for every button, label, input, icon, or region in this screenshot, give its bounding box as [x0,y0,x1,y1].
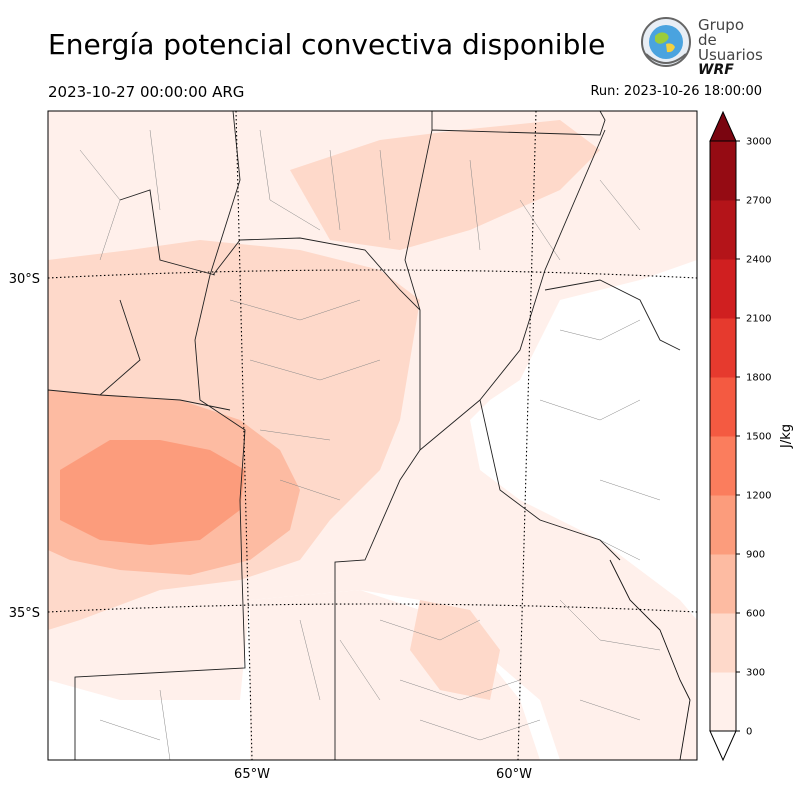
map-frame [47,110,698,761]
globe-emblem-icon [641,17,691,67]
map-boundaries [48,111,691,760]
colorbar-tick-label: 3000 [746,137,771,148]
colorbar-band [710,613,736,673]
cape-field [48,111,697,760]
lat-label-35s: 35°S [9,606,40,621]
colorbar-extend-low [709,730,737,762]
map-title: Energía potencial convectiva disponible [48,28,606,61]
cape-band-0-300-south [250,590,540,760]
logo-brand: WRF [698,62,734,78]
colorbar-band [710,495,736,555]
colorbar-tick-label: 2400 [746,255,771,266]
logo-line-1: Grupo de [698,16,744,49]
meridian-60w [517,110,537,761]
colorbar-band [710,377,736,437]
province-lines [48,111,681,760]
colorbar-tick-label: 1500 [746,432,771,443]
coastline [609,559,691,760]
colorbar-extend-high [709,110,737,142]
logo-text: Grupo de Usuarios WRF [698,18,764,78]
colorbar-band [710,554,736,614]
colorbar-tick-label: 2700 [746,196,771,207]
colorbar-unit: J/kg [779,424,794,449]
parallel-35s [47,603,698,613]
colorbar-tick-label: 900 [746,550,765,561]
run-time: Run: 2023-10-26 18:00:00 [590,84,762,99]
colorbar-tick-label: 1800 [746,373,771,384]
parallel-30s [47,269,698,279]
lon-label-60w: 60°W [496,767,532,782]
colorbar: 0 300 600 900 1200 1500 1800 2100 2400 2700 3000 [709,110,771,762]
colorbar-tick-label: 600 [746,609,765,620]
colorbar-band [710,672,736,732]
colorbar-band [710,259,736,319]
colorbar-band [710,318,736,378]
cape-band-300-600-southeast [410,600,500,700]
colorbar-band [710,141,736,201]
graticule [47,110,698,761]
cape-band-300-600-north [290,120,600,250]
colorbar-band [710,436,736,496]
colorbar-tick-label: 1200 [746,491,771,502]
colorbar-band [710,200,736,260]
valid-time: 2023-10-27 00:00:00 ARG [48,83,245,101]
cape-band-900-1200 [60,440,245,545]
lon-label-65w: 65°W [234,767,270,782]
colorbar-tick-label: 0 [746,727,752,738]
lat-label-30s: 30°S [9,272,40,287]
meridian-65w [235,110,253,761]
logo-line-2: Usuarios [698,46,763,64]
colorbar-tick-label: 300 [746,668,765,679]
colorbar-tick-label: 2100 [746,314,771,325]
wrf-logo: Grupo de Usuarios WRF [638,14,764,78]
